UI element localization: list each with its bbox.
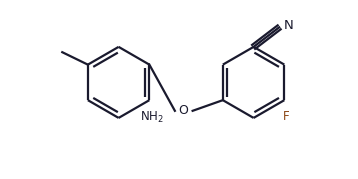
Text: F: F	[283, 110, 290, 123]
Text: N: N	[284, 19, 293, 32]
Text: NH$_2$: NH$_2$	[140, 110, 164, 125]
Text: O: O	[178, 104, 188, 117]
